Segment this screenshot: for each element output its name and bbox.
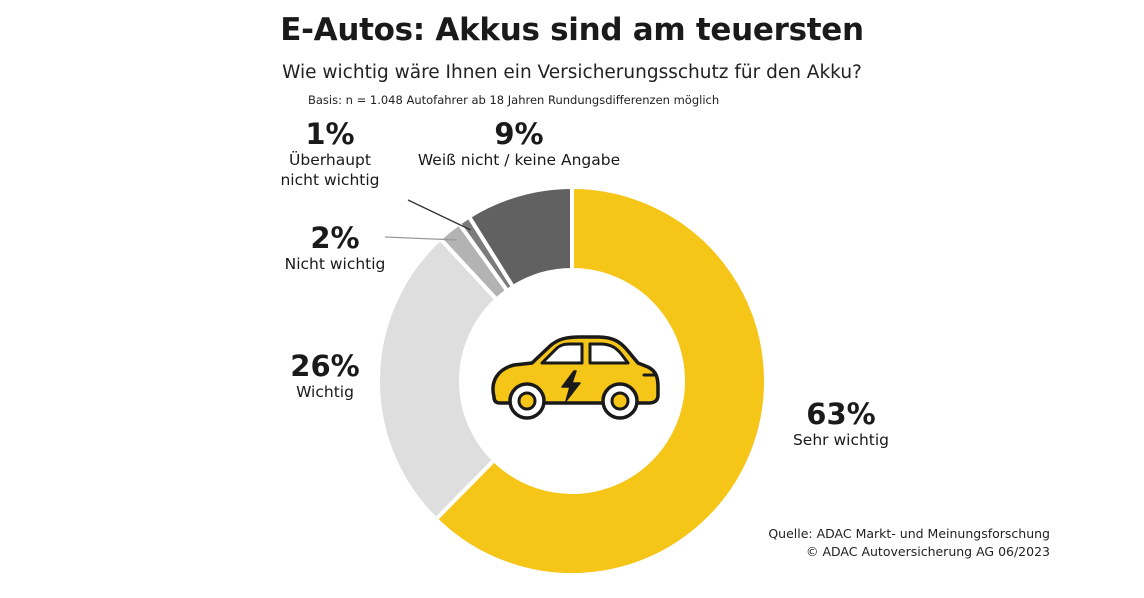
donut-slices [376,184,768,577]
leader-lines [384,199,471,241]
chart-subtitle: Wie wichtig wäre Ihnen ein Versicherungs… [282,62,862,83]
chart-title: E-Autos: Akkus sind am teuersten [280,12,864,48]
donut-slice-4 [466,184,574,290]
slice-percent-0: 63% [806,397,876,431]
slice-label-2: 2% Nicht wichtig [270,222,400,274]
slice-category-4-0: Weiß nicht / keine Angabe [417,151,621,169]
slice-percent-1: 26% [290,349,360,383]
leader-line-3 [407,199,471,231]
slice-percent-4: 9% [494,117,544,151]
slice-percent-3: 1% [305,117,355,151]
slice-percent-2: 2% [310,221,360,255]
slice-label-0: 63% Sehr wichtig [776,398,906,450]
slice-category-3-1: nicht wichtig [280,171,380,189]
donut-slice-1 [376,235,500,523]
slice-label-1: 26% Wichtig [270,350,380,402]
slice-label-3: 1% Überhaupt nicht wichtig [270,118,390,190]
slice-category-3-0: Überhaupt [289,151,371,169]
source-note: Quelle: ADAC Markt- und Meinungsforschun… [768,525,1050,561]
electric-car-icon [491,335,660,420]
chart-basis-note: Basis: n = 1.048 Autofahrer ab 18 Jahren… [308,93,720,107]
slice-label-4: 9% Weiß nicht / keine Angabe [404,118,634,170]
source-line-2: © ADAC Autoversicherung AG 06/2023 [806,544,1050,559]
slice-category-0-0: Sehr wichtig [792,431,890,449]
leader-line-2 [384,236,457,241]
slice-category-2-0: Nicht wichtig [284,255,386,273]
slice-category-1-0: Wichtig [296,383,354,401]
donut-slice-0 [433,184,768,577]
source-line-1: Quelle: ADAC Markt- und Meinungsforschun… [768,526,1050,541]
